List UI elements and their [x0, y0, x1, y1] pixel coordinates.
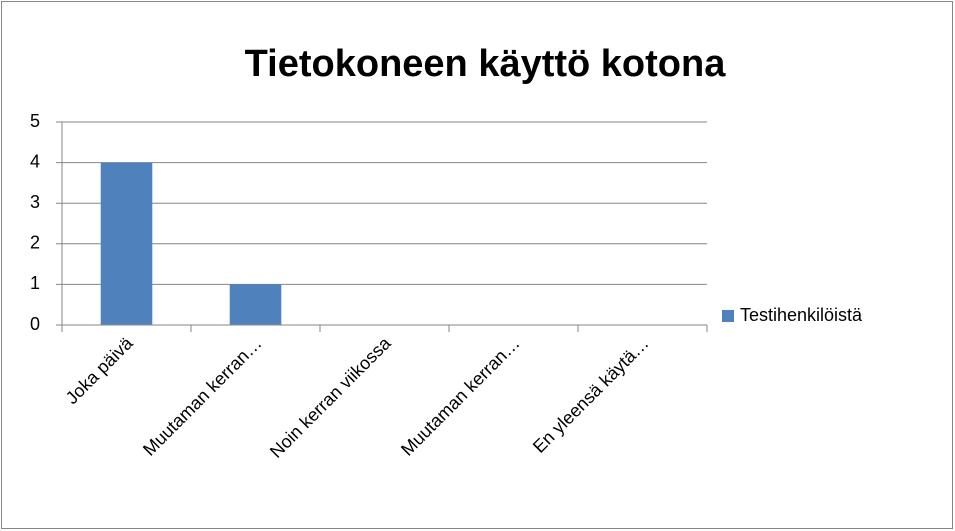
y-tick-label: 2 — [30, 233, 40, 253]
y-tick-label: 5 — [30, 111, 40, 131]
legend-label: Testihenkilöistä — [740, 305, 863, 325]
chart-title: Tietokoneen käyttö kotona — [245, 43, 727, 85]
y-tick-label: 1 — [30, 273, 40, 293]
bar — [100, 162, 153, 325]
y-tick-label: 4 — [30, 151, 40, 171]
bar — [229, 284, 282, 325]
legend-swatch — [722, 310, 734, 322]
y-tick-label: 3 — [30, 192, 40, 212]
y-tick-label: 0 — [30, 314, 40, 334]
